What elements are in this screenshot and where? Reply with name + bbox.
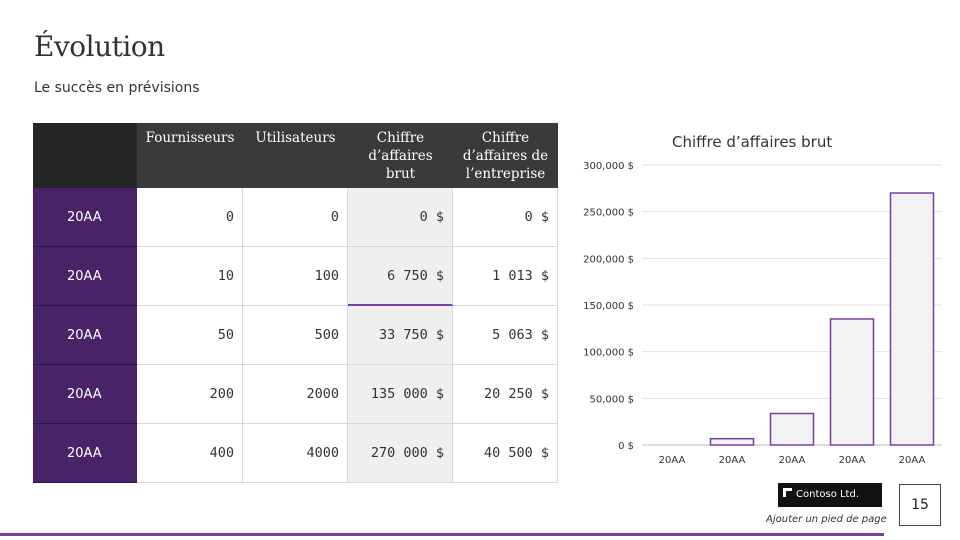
x-tick-label: 20AA [839,455,866,466]
table-cell: 270 000 $ [348,424,453,483]
table-cell: 10 [137,247,243,306]
table-header: Fournisseurs [137,123,243,188]
table-cell: 500 [243,306,348,365]
revenue-chart: Chiffre d’affaires brut 0 $ 50,000 $ 100,0… [570,125,950,475]
table-cell: 2000 [243,365,348,424]
bar [889,192,935,446]
table-cell: 135 000 $ [348,365,453,424]
table-cell: 1 013 $ [453,247,558,306]
bar [769,412,815,446]
bar [709,437,755,446]
table-cell: 4000 [243,424,348,483]
company-logo: Contoso Ltd. [778,483,882,507]
x-tick-label: 20AA [779,455,806,466]
y-tick-label: 250,000 $ [583,208,634,219]
table-cell: 400 [137,424,243,483]
y-tick-label: 200,000 $ [583,254,634,265]
chart-title: Chiffre d’affaires brut [672,133,833,151]
table-row-year: 20AA [33,247,137,306]
bottom-accent-line [0,533,884,536]
table-cell: 200 [137,365,243,424]
slide-title: Évolution [34,30,165,63]
table-cell: 33 750 $ [348,306,453,365]
table-header-corner [33,123,137,188]
table-cell: 0 $ [348,188,453,247]
table-cell: 40 500 $ [453,424,558,483]
table-header: Utilisateurs [243,123,348,188]
page-number: 15 [899,484,941,526]
table-cell: 50 [137,306,243,365]
x-tick-label: 20AA [659,455,686,466]
y-tick-label: 50,000 $ [589,394,634,405]
table-header: Chiffre d’affaires brut [348,123,453,188]
table-row-year: 20AA [33,424,137,483]
table-row-year: 20AA [33,365,137,424]
table-cell: 5 063 $ [453,306,558,365]
table-cell: 0 [137,188,243,247]
table-cell: 100 [243,247,348,306]
logo-text: Contoso Ltd. [796,489,860,500]
x-tick-label: 20AA [719,455,746,466]
x-tick-label: 20AA [899,455,926,466]
slide-subtitle: Le succès en prévisions [34,80,200,96]
bar [829,318,875,446]
table-row-year: 20AA [33,188,137,247]
table-cell: 20 250 $ [453,365,558,424]
table-row-year: 20AA [33,306,137,365]
y-tick-label: 0 $ [618,441,634,452]
y-tick-label: 300,000 $ [583,161,634,172]
table-cell: 6 750 $ [348,247,453,306]
table-header: Chiffre d’affaires de l’entreprise [453,123,558,188]
table-cell: 0 [243,188,348,247]
footer-text: Ajouter un pied de page [766,514,887,525]
table-cell: 0 $ [453,188,558,247]
chart-svg: 0 $ 50,000 $ 100,000 $ 150,000 $ 200,000 $ 25… [583,161,942,466]
y-tick-label: 150,000 $ [583,301,634,312]
y-tick-label: 100,000 $ [583,348,634,359]
logo-mark-icon [783,488,792,497]
